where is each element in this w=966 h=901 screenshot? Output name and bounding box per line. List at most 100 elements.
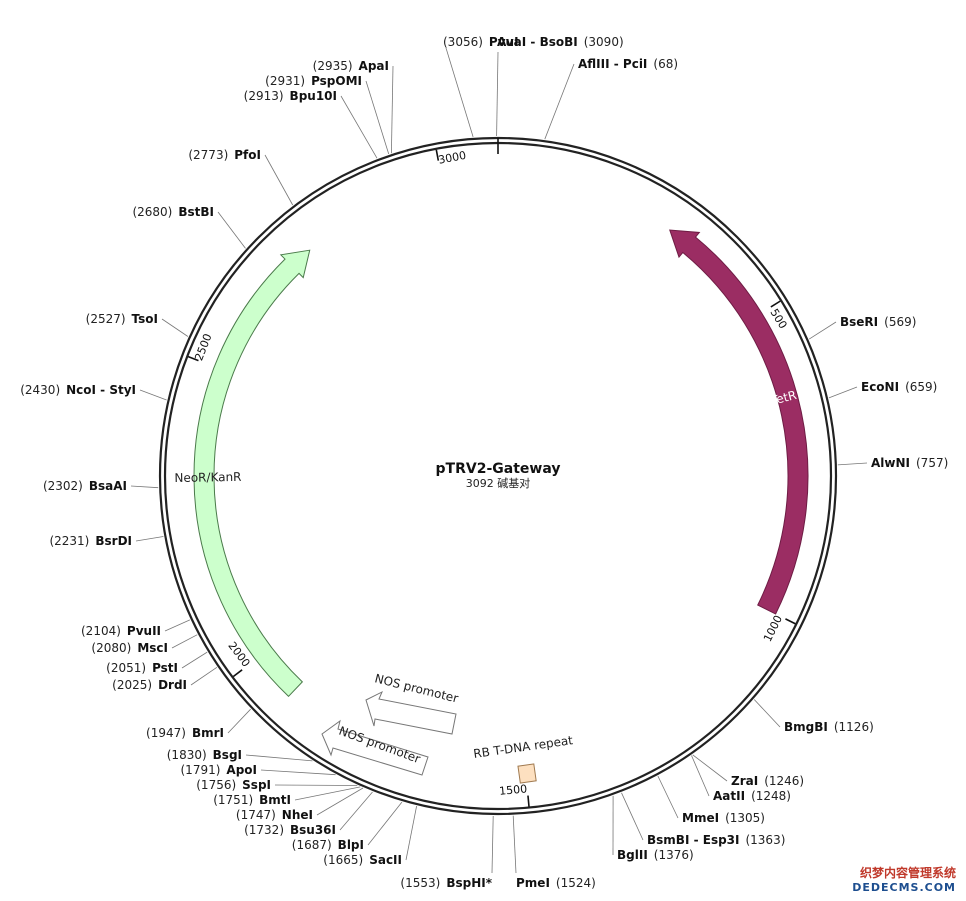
leader-drdi xyxy=(190,666,218,686)
leader-bpu10i xyxy=(340,95,378,159)
enzyme-name-bmti: BmtI xyxy=(259,793,291,807)
leader-apoi xyxy=(260,769,336,776)
enzyme-label-nhei[interactable]: (1747) NheI xyxy=(236,808,313,822)
enzyme-pos-bsgi: (1830) xyxy=(167,748,207,762)
enzyme-label-ncoi-styi[interactable]: (2430) NcoI - StyI xyxy=(20,383,136,397)
leader-blpi xyxy=(367,801,403,846)
enzyme-label-apai[interactable]: (2935) ApaI xyxy=(313,59,389,73)
enzyme-label-pspomi[interactable]: (2931) PspOMI xyxy=(265,74,362,88)
enzyme-name-bsmbi-esp3i: BsmBI - Esp3I xyxy=(647,833,739,847)
enzyme-label-bmgbi[interactable]: BmgBI (1126) xyxy=(784,720,874,734)
watermark: 织梦内容管理系统 DEDECMS.COM xyxy=(852,865,956,894)
nos-promoter-upper-arrow xyxy=(365,690,457,735)
enzyme-pos-tsoi: (2527) xyxy=(86,312,126,326)
enzyme-label-bstbi[interactable]: (2680) BstBI xyxy=(132,205,214,219)
enzyme-label-blpi[interactable]: (1687) BlpI xyxy=(292,838,364,852)
enzyme-label-pvuii[interactable]: (2104) PvuII xyxy=(81,624,161,638)
enzyme-label-bmri[interactable]: (1947) BmrI xyxy=(146,726,224,740)
enzyme-pos-sacii: (1665) xyxy=(323,853,363,867)
enzyme-label-avai-bsobi[interactable]: AvaI - BsoBI (3090) xyxy=(497,35,624,49)
enzyme-pos-bsaai: (2302) xyxy=(43,479,83,493)
leader-bstbi xyxy=(217,211,246,249)
enzyme-pos-ncoi-styi: (2430) xyxy=(20,383,60,397)
leader-aatii xyxy=(691,755,710,797)
enzyme-label-bsmbi-esp3i[interactable]: BsmBI - Esp3I (1363) xyxy=(647,833,785,847)
enzyme-label-mmei[interactable]: MmeI (1305) xyxy=(682,811,765,825)
enzyme-pos-pmei: (1524) xyxy=(556,876,596,890)
feature-tetr[interactable]: TetR xyxy=(669,229,809,615)
enzyme-name-bsu36i: Bsu36I xyxy=(290,823,336,837)
feature-nos-promoter-upper[interactable]: NOS promoter xyxy=(365,671,460,735)
enzyme-pos-bseri: (569) xyxy=(884,315,916,329)
enzyme-label-psti[interactable]: (2051) PstI xyxy=(106,661,178,675)
leader-bmri xyxy=(227,708,251,734)
feature-neor-kanr[interactable]: NeoR/KanR xyxy=(174,249,311,698)
leader-sacii xyxy=(405,806,417,861)
enzyme-label-alwni[interactable]: AlwNI (757) xyxy=(871,456,948,470)
enzyme-name-afliii-pcii: AflIII - PciI xyxy=(578,57,647,71)
enzyme-pos-bpu10i: (2913) xyxy=(244,89,284,103)
leader-ncoi-styi xyxy=(139,389,167,401)
enzyme-label-bsu36i[interactable]: (1732) Bsu36I xyxy=(244,823,336,837)
leader-alwni xyxy=(837,462,868,466)
leader-mmei xyxy=(657,775,679,819)
tick-label-3000: 3000 xyxy=(437,149,467,167)
enzyme-label-afliii-pcii[interactable]: AflIII - PciI (68) xyxy=(578,57,678,71)
enzyme-label-bsaai[interactable]: (2302) BsaAI xyxy=(43,479,127,493)
enzyme-pos-bmgbi: (1126) xyxy=(834,720,874,734)
enzyme-name-pspomi: PspOMI xyxy=(311,74,362,88)
leader-bsu36i xyxy=(339,791,373,831)
leader-avai-bsobi xyxy=(496,51,499,137)
enzyme-label-bpu10i[interactable]: (2913) Bpu10I xyxy=(244,89,337,103)
enzyme-label-econi[interactable]: EcoNI (659) xyxy=(861,380,937,394)
enzyme-pos-bmri: (1947) xyxy=(146,726,186,740)
enzyme-pos-apai: (2935) xyxy=(313,59,353,73)
enzyme-name-apoi: ApoI xyxy=(226,763,257,777)
enzyme-name-econi: EcoNI xyxy=(861,380,899,394)
enzyme-pos-bsu36i: (1732) xyxy=(244,823,284,837)
enzyme-name-bpu10i: Bpu10I xyxy=(290,89,337,103)
rb-tdna-repeat-label: RB T-DNA repeat xyxy=(472,733,574,761)
tick-500 xyxy=(770,300,781,308)
enzyme-name-sspi: SspI xyxy=(242,778,271,792)
enzyme-label-bseri[interactable]: BseRI (569) xyxy=(840,315,916,329)
enzyme-pos-psti: (2051) xyxy=(106,661,146,675)
enzyme-name-bsphi: BspHI* xyxy=(446,876,492,890)
tick-1500 xyxy=(527,795,530,807)
enzyme-label-bsphi[interactable]: (1553) BspHI* xyxy=(400,876,492,890)
enzyme-pos-econi: (659) xyxy=(905,380,937,394)
leader-pfoi xyxy=(264,154,294,206)
plasmid-size: 3092 碱基对 xyxy=(466,476,531,490)
enzyme-label-bsrdi[interactable]: (2231) BsrDI xyxy=(49,534,132,548)
watermark-line1: 织梦内容管理系统 xyxy=(860,865,956,880)
enzyme-pos-msci: (2080) xyxy=(91,641,131,655)
tick-2500 xyxy=(187,355,199,362)
enzyme-label-sacii[interactable]: (1665) SacII xyxy=(323,853,402,867)
leader-pspomi xyxy=(365,80,390,155)
enzyme-pos-blpi: (1687) xyxy=(292,838,332,852)
enzyme-label-aatii[interactable]: AatII (1248) xyxy=(713,789,791,803)
enzyme-label-apoi[interactable]: (1791) ApoI xyxy=(181,763,258,777)
feature-rb-tdna-repeat[interactable]: RB T-DNA repeat xyxy=(472,733,574,784)
enzyme-label-zrai[interactable]: ZraI (1246) xyxy=(731,774,804,788)
enzyme-labels: AvaI - BsoBI (3090) AflIII - PciI (68) BseRI… xyxy=(20,35,948,890)
tick-3000 xyxy=(435,149,440,161)
enzyme-label-pvui[interactable]: (3056) PvuI xyxy=(443,35,519,49)
leader-pvui xyxy=(445,47,474,138)
enzyme-label-bmti[interactable]: (1751) BmtI xyxy=(213,793,291,807)
enzyme-pos-alwni: (757) xyxy=(916,456,948,470)
enzyme-label-bglii[interactable]: BglII (1376) xyxy=(617,848,694,862)
enzyme-name-pvui: PvuI xyxy=(489,35,519,49)
enzyme-label-bsgi[interactable]: (1830) BsgI xyxy=(167,748,242,762)
leader-pvuii xyxy=(164,619,191,632)
enzyme-label-pfoi[interactable]: (2773) PfoI xyxy=(188,148,261,162)
enzyme-label-drdi[interactable]: (2025) DrdI xyxy=(112,678,187,692)
leader-bsrdi xyxy=(135,536,164,542)
enzyme-pos-bglii: (1376) xyxy=(654,848,694,862)
enzyme-name-avai-bsobi: AvaI - BsoBI xyxy=(497,35,578,49)
enzyme-label-msci[interactable]: (2080) MscI xyxy=(91,641,168,655)
enzyme-pos-bsphi: (1553) xyxy=(400,876,440,890)
enzyme-label-pmei[interactable]: PmeI (1524) xyxy=(516,876,596,890)
enzyme-label-sspi[interactable]: (1756) SspI xyxy=(196,778,271,792)
enzyme-label-tsoi[interactable]: (2527) TsoI xyxy=(86,312,158,326)
